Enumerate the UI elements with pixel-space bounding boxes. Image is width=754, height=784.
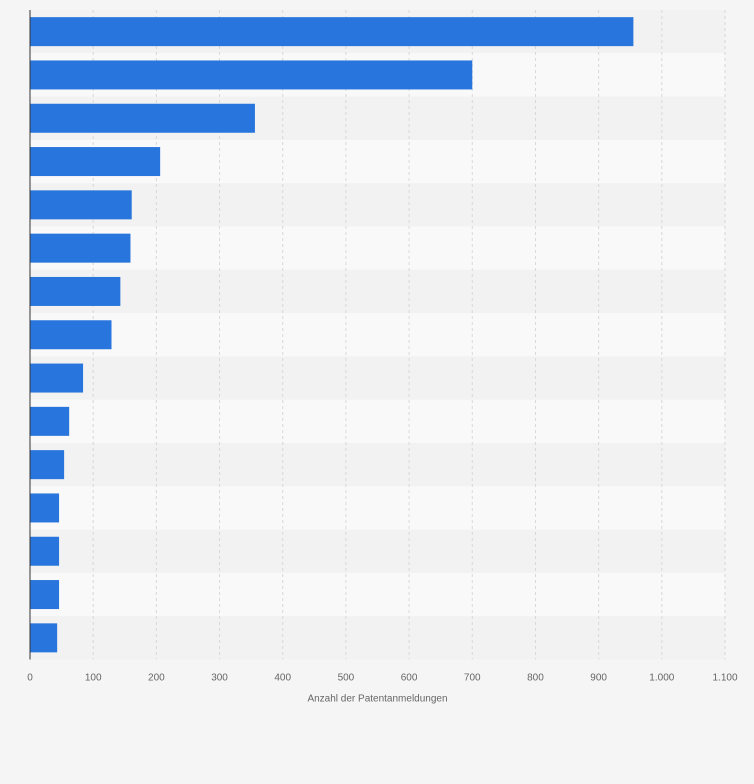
- bar[interactable]: [30, 190, 132, 220]
- x-tick-label: 300: [211, 673, 228, 684]
- x-axis-ticks: 0 100 200 300 400 500 600 700 800 900 1.000 1.100: [27, 673, 738, 684]
- row-band: [30, 443, 725, 487]
- row-band: [30, 529, 725, 573]
- row-band: [30, 269, 725, 314]
- x-tick-label: 800: [527, 673, 544, 684]
- x-tick-label: 500: [338, 673, 355, 684]
- bar[interactable]: [30, 60, 473, 90]
- x-tick-label: 200: [148, 673, 165, 684]
- row-band: [30, 399, 725, 443]
- bar[interactable]: [30, 450, 65, 480]
- bar[interactable]: [30, 406, 70, 436]
- bar[interactable]: [30, 623, 58, 653]
- bar[interactable]: [30, 103, 255, 133]
- x-tick-label: 900: [590, 673, 607, 684]
- row-band: [30, 572, 725, 617]
- bar[interactable]: [30, 147, 161, 177]
- row-bands: [30, 10, 725, 660]
- bar[interactable]: [30, 233, 131, 263]
- x-axis-title: Anzahl der Patentanmeldungen: [307, 694, 447, 705]
- bar[interactable]: [30, 363, 84, 393]
- bar[interactable]: [30, 536, 60, 566]
- bar[interactable]: [30, 17, 634, 47]
- x-tick-label: 100: [85, 673, 102, 684]
- x-tick-label: 400: [274, 673, 291, 684]
- bar[interactable]: [30, 320, 112, 350]
- x-tick-label: 0: [27, 673, 33, 684]
- row-band: [30, 183, 725, 227]
- row-band: [30, 486, 725, 530]
- x-tick-label: 700: [464, 673, 481, 684]
- bar[interactable]: [30, 493, 60, 523]
- bar[interactable]: [30, 580, 60, 610]
- row-band: [30, 313, 725, 357]
- row-band: [30, 616, 725, 660]
- row-band: [30, 356, 725, 400]
- bar[interactable]: [30, 276, 121, 306]
- x-tick-label: 1.100: [712, 673, 737, 684]
- bars: [30, 17, 634, 653]
- x-tick-label: 1.000: [649, 673, 674, 684]
- row-band: [30, 226, 725, 270]
- x-tick-label: 600: [401, 673, 418, 684]
